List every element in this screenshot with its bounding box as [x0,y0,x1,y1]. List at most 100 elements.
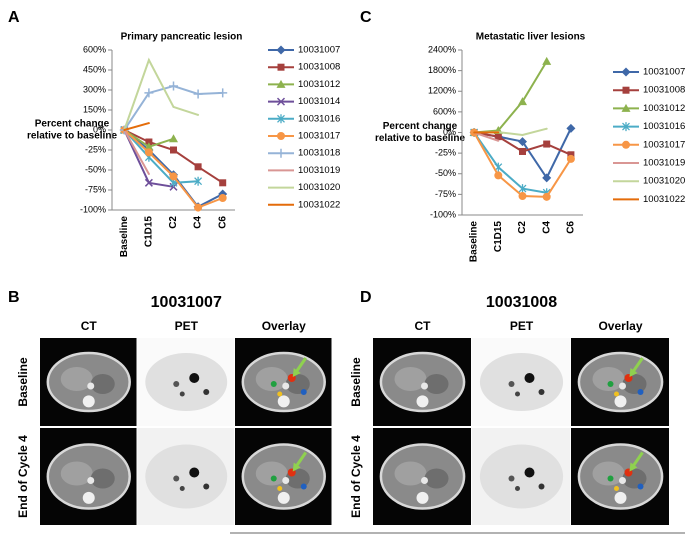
uptake [538,389,545,395]
uptake [173,381,180,387]
marker [566,123,576,133]
uptake [508,475,515,482]
hotspot [300,483,307,490]
y-tick-label: 600% [83,44,106,54]
y-tick-label: 0% [93,124,106,134]
panel-label: A [8,9,20,26]
marker [218,194,227,202]
marker [622,86,630,94]
hotspot [607,381,614,387]
marker [169,172,178,181]
spine [82,395,95,408]
aorta [421,477,428,484]
y-tick-label: 1800% [428,65,456,75]
uptake [538,483,545,490]
hotspot [637,483,644,490]
column-label: PET [510,319,534,333]
marker [519,147,526,155]
row-label: End of Cycle 4 [349,435,363,518]
uptake [524,467,535,478]
marker [566,154,575,163]
marker [144,142,154,151]
aorta [421,382,428,390]
legend-label: 10031020 [643,176,685,187]
marker [518,97,527,106]
row-label: Baseline [16,357,30,407]
y-tick-label: 300% [83,84,106,94]
aorta [282,382,290,390]
aorta [87,382,95,390]
point [545,127,548,130]
organ [255,367,288,391]
y-axis-label: Percent change [35,119,110,130]
y-tick-label: -25% [435,148,456,158]
marker [543,140,551,148]
marker [169,134,178,143]
marker [276,79,286,88]
point [147,122,150,125]
x-tick-label: C4 [193,216,204,229]
uptake [179,486,185,491]
organ [592,461,625,486]
y-tick-label: -100% [430,209,456,219]
point [497,131,500,134]
body [145,352,228,412]
y-tick-label: 2400% [428,44,456,54]
legend-label: 10031012 [643,103,685,114]
series-line [474,60,548,134]
body [479,444,564,509]
marker [169,81,178,91]
legend-label: 10031007 [643,67,685,78]
uptake [524,373,535,383]
body [479,352,564,412]
aorta [619,477,626,484]
spine [614,491,627,504]
marker [494,133,502,141]
organ [424,468,449,489]
legend-label: 10031012 [298,79,340,90]
x-tick-label: C1D15 [493,221,504,253]
point [123,129,126,131]
uptake [515,486,520,491]
y-tick-label: 600% [433,106,456,116]
marker [144,178,153,187]
x-tick-label: C2 [517,221,528,234]
column-label: PET [175,319,199,333]
panel-label: D [360,289,372,306]
y-tick-label: -100% [80,204,106,214]
uptake [203,389,210,395]
marker [542,173,552,183]
y-axis-label: relative to baseline [375,133,465,144]
legend-label: 10031016 [643,121,685,132]
column-label: Overlay [598,319,642,333]
y-tick-label: -50% [85,164,106,174]
y-tick-label: 1200% [428,86,456,96]
marker [276,97,286,106]
uptake [189,467,200,478]
panel-label: C [360,9,372,26]
marker [518,192,527,201]
panel-label: B [8,289,20,306]
arrow-head [629,462,638,472]
legend-label: 10031017 [298,131,340,142]
hotspot [277,391,283,397]
series-line [123,129,150,175]
uptake [203,483,210,490]
marker [518,184,527,194]
organ [394,461,427,486]
row-label: End of Cycle 4 [16,435,30,518]
series-line [123,84,223,131]
point [473,131,476,134]
spine [82,491,95,504]
y-tick-label: -75% [435,189,456,199]
y-tick-label: 150% [83,104,106,114]
series-line [124,122,150,131]
marker [621,67,631,77]
spine [614,395,627,408]
marker [277,114,285,124]
x-tick-label: C1D15 [144,216,155,248]
marker [567,151,575,159]
series-line [473,131,547,194]
legend-label: 10031019 [298,165,340,176]
